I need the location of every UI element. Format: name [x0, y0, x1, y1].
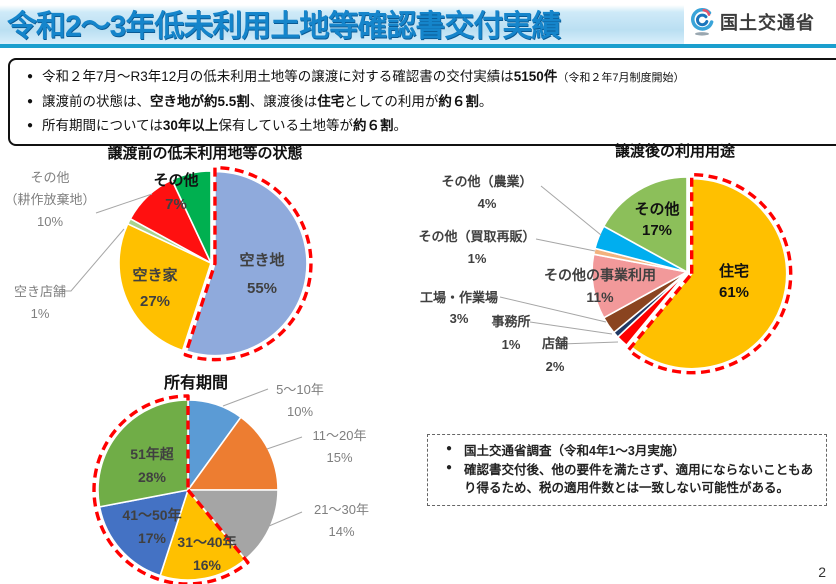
bullet-icon: ●	[445, 462, 453, 474]
chart-title-post-use: 譲渡後の利用用途	[614, 143, 735, 160]
label-41-50y: 41～50年 17%	[122, 507, 182, 546]
label-other-post: その他 17%	[634, 201, 680, 239]
label-vacant-house: 空き家 27%	[132, 267, 178, 310]
label-other-business-use: その他の事業利用 11%	[544, 267, 656, 305]
summary-line: ● 譲渡前の状態は、空き地が約5.5割、譲渡後は住宅としての利用が約６割。	[18, 90, 834, 114]
label-other-abandoned-farmland: その他 （耕作放棄地） 10%	[4, 170, 96, 229]
mlit-logo-icon	[691, 7, 714, 36]
label-vacant-shop: 空き店舗 1%	[13, 284, 66, 321]
bullet-icon: ●	[26, 71, 34, 82]
chart-title-pre-transfer: 譲渡前の低未利用地等の状態	[107, 145, 303, 162]
header: 令和2～3年低未利用土地等確認書交付実績 国土交通省	[0, 0, 836, 48]
mlit-logo: 国土交通省	[684, 0, 836, 44]
label-vacant-land: 空き地 55%	[239, 252, 285, 297]
label-over-51y: 51年超 28%	[130, 446, 174, 485]
label-shop: 店舗 2%	[541, 336, 568, 374]
label-housing: 住宅 61%	[718, 263, 750, 301]
summary-text: 令和２年7月～R3年12月の低未利用土地等の譲渡に対する確認書の交付実績は515…	[42, 69, 685, 84]
label-other-agriculture: その他（農業） 4%	[441, 174, 533, 211]
label-5-10y: 5～10年 10%	[276, 382, 324, 419]
label-31-40y: 31～40年 16%	[177, 534, 237, 573]
label-21-30y: 21～30年 14%	[314, 502, 369, 539]
chart-title-ownership: 所有期間	[163, 375, 228, 392]
summary-text: 譲渡前の状態は、空き地が約5.5割、譲渡後は住宅としての利用が約６割。	[42, 94, 493, 109]
summary-text: 所有期間については30年以上保有している土地等が約６割。	[42, 118, 407, 133]
page-number: 2	[818, 564, 826, 580]
pie-slice	[186, 416, 279, 491]
page-title: 令和2～3年低未利用土地等確認書交付実績	[7, 10, 561, 43]
leader-line	[540, 185, 602, 236]
bullet-icon: ●	[26, 96, 34, 107]
label-factory-workshop: 工場・作業場 3%	[419, 290, 498, 326]
note-item: ● 国土交通省調査（令和4年1～3月実施）	[434, 442, 818, 460]
summary-line: ● 令和２年7月～R3年12月の低未利用土地等の譲渡に対する確認書の交付実績は5…	[18, 65, 834, 90]
pie-slice	[126, 217, 212, 264]
bullet-icon: ●	[445, 443, 453, 454]
leader-line	[535, 238, 596, 252]
bullet-icon: ●	[26, 120, 34, 131]
label-other-resale: その他（買取再販） 1%	[418, 229, 536, 266]
note-item: ● 確認書交付後、他の要件を満たさず、適用にならないこともあり得るため、税の適用…	[434, 461, 818, 497]
notes-box: ● 国土交通省調査（令和4年1～3月実施） ● 確認書交付後、他の要件を満たさず…	[427, 434, 827, 507]
note-text: 国土交通省調査（令和4年1～3月実施）	[464, 444, 685, 458]
summary-line: ● 所有期間については30年以上保有している土地等が約６割。	[18, 114, 834, 138]
label-11-20y: 11～20年 15%	[312, 428, 367, 465]
label-other-pre: その他 7%	[153, 172, 199, 213]
label-office: 事務所 1%	[491, 314, 531, 352]
org-name: 国土交通省	[720, 13, 815, 33]
summary-box: ● 令和２年7月～R3年12月の低未利用土地等の譲渡に対する確認書の交付実績は5…	[8, 58, 836, 146]
note-text: 確認書交付後、他の要件を満たさず、適用にならないこともあり得るため、税の適用件数…	[464, 463, 814, 496]
